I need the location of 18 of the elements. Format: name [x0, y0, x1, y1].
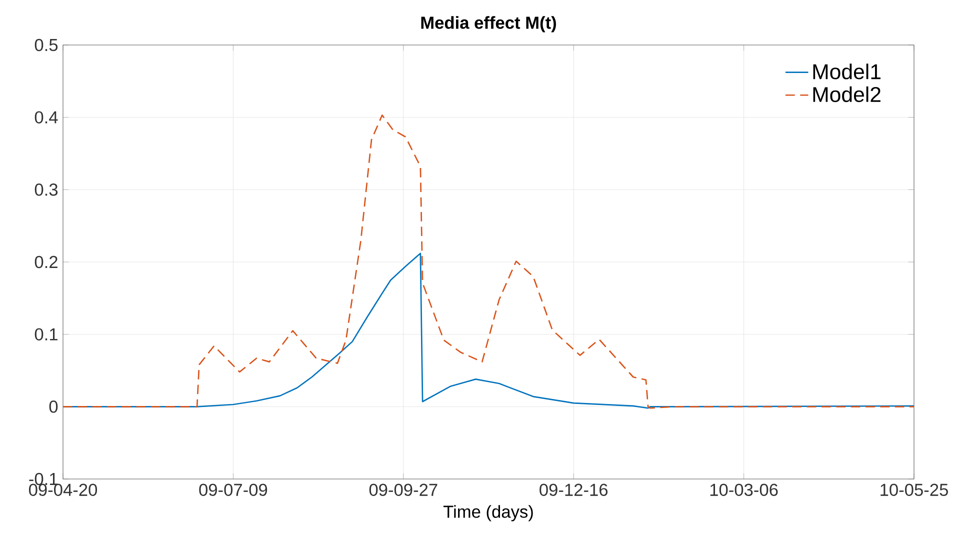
y-tick-label: 0.1	[34, 328, 58, 340]
line-series	[63, 114, 914, 409]
x-tick-label: 09-09-27	[369, 484, 438, 496]
x-tick-label: 09-12-16	[540, 484, 608, 496]
y-tick-label: 0	[49, 400, 58, 413]
x-tick-label: 09-04-20	[28, 484, 98, 496]
x-axis-title: Time (days)	[443, 505, 533, 522]
chart-title: Media effect M(t)	[421, 16, 556, 32]
x-tick-label: 10-03-06	[710, 484, 778, 496]
y-tick-label: -0.1	[29, 472, 58, 486]
legend-label: Model2	[813, 86, 880, 102]
x-tick-label: 09-07-09	[199, 484, 268, 496]
legend-label: Model1	[813, 64, 880, 80]
y-tick-label: 0.4	[34, 111, 58, 124]
y-tick-label: 0.2	[34, 256, 58, 268]
x-tick-label: 10-05-25	[880, 484, 948, 496]
y-tick-label: 0.3	[34, 184, 58, 196]
y-tick-label: 0.5	[34, 38, 58, 52]
